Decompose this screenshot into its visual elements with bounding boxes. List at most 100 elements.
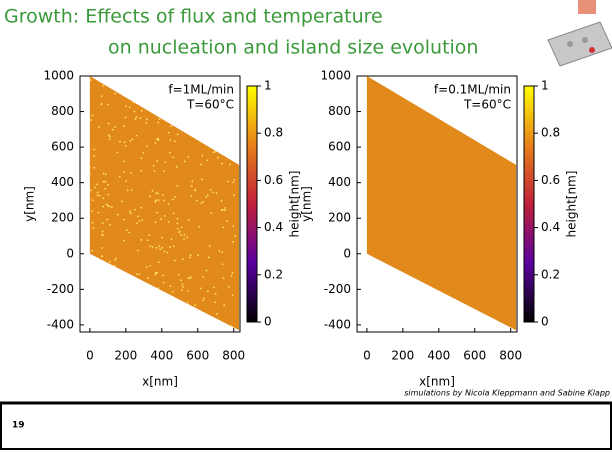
island [205,196,208,198]
y-tick-label: -200 [47,282,74,296]
island [181,258,184,261]
colorbar-tick-label: 0.6 [541,173,560,187]
island [102,84,105,87]
island [149,264,151,267]
island [134,118,137,121]
colorbar-tick-label: 0.8 [264,126,283,140]
island [136,222,138,225]
island [107,134,110,137]
island [128,231,131,234]
colorbar-tick-label: 0.4 [264,220,283,234]
island [100,102,103,105]
island [158,245,161,247]
island [177,273,180,276]
island [146,118,148,121]
island [175,165,178,168]
island [159,248,162,251]
island [232,240,234,243]
y-tick-label: 800 [51,104,74,118]
island [187,290,189,292]
island [157,199,160,201]
island [202,200,205,203]
island [212,151,215,154]
y-tick-label: 600 [328,140,351,154]
island [132,101,135,104]
annotation: f=0.1ML/min [434,83,511,97]
x-tick-label: 0 [363,349,371,363]
island [147,277,149,279]
island [187,218,190,221]
island [170,125,173,128]
island [96,191,99,194]
island [124,105,127,108]
island [190,195,193,198]
island [206,290,209,293]
island [104,180,107,183]
island [107,122,110,125]
island [227,180,230,183]
island [101,255,103,258]
island [214,150,217,153]
island [140,206,143,209]
x-tick-label: 800 [222,349,245,363]
island [215,192,218,194]
island [234,235,236,238]
y-tick-label: -400 [47,317,74,331]
island [91,249,93,252]
island [214,301,217,304]
island [125,229,128,232]
x-tick-label: 200 [391,349,414,363]
island [180,279,182,282]
island [206,194,209,197]
island [109,223,112,226]
island [108,260,111,263]
island [90,189,92,192]
island [176,227,179,230]
island [163,170,166,173]
island [198,225,201,228]
island [158,261,160,264]
island [157,192,159,195]
island [104,187,106,190]
island [221,263,224,266]
island [116,213,119,216]
island [197,254,199,257]
island [108,135,111,138]
island [205,269,208,272]
annotation: f=1ML/min [168,83,234,97]
island [102,180,105,183]
slide-title: Growth: Effects of flux and temperature [4,6,383,28]
colorbar-tick-label: 0.2 [541,267,560,281]
island [154,200,157,203]
colorbar-tick-label: 0 [541,315,549,329]
island [189,254,192,257]
island [207,256,210,259]
y-tick-label: 400 [328,175,351,189]
y-tick-label: 0 [343,246,351,260]
x-tick-label: 600 [186,349,209,363]
colorbar [523,85,535,323]
island [93,148,96,151]
y-tick-label: 800 [328,104,351,118]
island [91,199,94,202]
y-axis-label: y[nm] [300,186,314,222]
x-axis-label: x[nm] [142,375,178,389]
y-tick-label: -200 [324,282,351,296]
island [139,117,142,120]
island [194,304,196,307]
island [222,226,225,229]
island [217,156,219,159]
island [115,257,118,260]
island [155,199,157,202]
y-tick-label: 200 [51,211,74,225]
island [124,116,127,119]
island [162,274,165,277]
island [174,195,177,198]
island [93,166,96,169]
island [89,166,91,169]
island [172,245,175,248]
island [97,211,100,214]
island [186,301,189,304]
island [172,198,174,201]
